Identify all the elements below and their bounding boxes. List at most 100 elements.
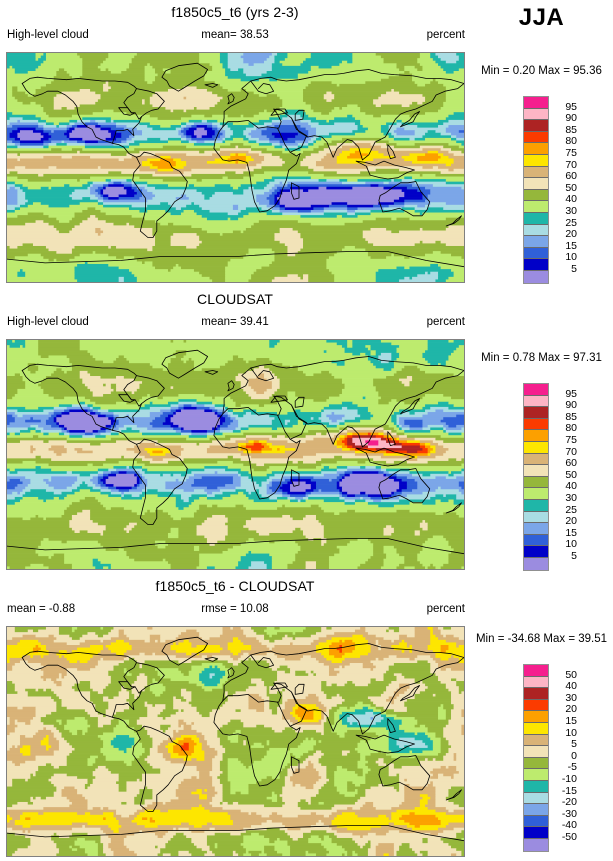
colorbar-swatch	[524, 407, 548, 419]
colorbar-swatch	[524, 384, 548, 396]
colorbar-swatch	[524, 746, 548, 758]
colorbar-tick-label: 50	[565, 181, 577, 194]
colorbar-tick-label: -10	[561, 772, 577, 785]
units-label: percent	[426, 29, 465, 41]
panel-subheader: mean = -0.88 rmse = 10.08 percent	[0, 603, 470, 619]
colorbar-tick-label: 80	[565, 135, 577, 148]
colorbar-swatch	[524, 757, 548, 770]
colorbar-swatch	[524, 780, 548, 793]
colorbar-tick-label: 25	[565, 503, 577, 516]
colorbar-tick-label: 90	[565, 112, 577, 125]
colorbar-tick-label: 15	[565, 714, 577, 727]
colorbar-swatch	[524, 189, 548, 202]
colorbar-tick-label: 5	[571, 738, 577, 751]
colorbar-model: 95 90 85 80 75 70 60 50 40 30 25 20 15 10 5	[523, 96, 613, 284]
colorbar-tick-label: -40	[561, 819, 577, 832]
colorbar-tick-label: 80	[565, 422, 577, 435]
colorbar-tick-label: 70	[565, 158, 577, 171]
colorbar-swatch	[524, 557, 548, 570]
colorbar-tick-label: 40	[565, 680, 577, 693]
colorbar-tick-label: 15	[565, 526, 577, 539]
colorbar-swatch	[524, 688, 548, 700]
colorbar-swatch	[524, 511, 548, 524]
colorbar-tick-label: -20	[561, 796, 577, 809]
map-raster	[7, 627, 464, 856]
colorbar-swatch	[524, 488, 548, 500]
colorbar-swatch	[524, 201, 548, 213]
colorbar-tick-label: 60	[565, 170, 577, 183]
colorbar-swatch	[524, 676, 548, 689]
colorbar-swatch	[524, 711, 548, 723]
panel-diff: f1850c5_t6 - CLOUDSAT mean = -0.88 rmse …	[0, 574, 613, 861]
minmax-label-model: Min = 0.20 Max = 95.36	[481, 65, 602, 77]
colorbar-tick-label: 5	[571, 549, 577, 562]
colorbar-tick-label: 0	[571, 749, 577, 762]
colorbar-swatch	[524, 476, 548, 489]
colorbar-tick-label: 25	[565, 216, 577, 229]
colorbar-swatch	[524, 236, 548, 248]
colorbar-tick-label: 60	[565, 457, 577, 470]
units-label: percent	[426, 603, 465, 615]
colorbar-swatch	[524, 108, 548, 121]
panel-subheader: High-level cloud mean= 39.41 percent	[0, 316, 470, 332]
colorbar-swatch	[524, 224, 548, 237]
colorbar-tick-label: 20	[565, 228, 577, 241]
colorbar-tick-label: 20	[565, 703, 577, 716]
mean-label: mean = -0.88	[7, 603, 76, 615]
map-raster	[7, 340, 464, 569]
colorbar-swatch	[524, 453, 548, 466]
colorbar-swatch	[524, 769, 548, 781]
panel-title: f1850c5_t6 - CLOUDSAT	[155, 578, 315, 594]
colorbar-tick-label: 30	[565, 491, 577, 504]
colorbar-swatch	[524, 418, 548, 431]
colorbar-obs: 95 90 85 80 75 70 60 50 40 30 25 20 15 10 5	[523, 383, 613, 571]
colorbar-tick-label: 30	[565, 204, 577, 217]
variable-label: High-level cloud	[7, 29, 89, 41]
colorbar-swatch	[524, 499, 548, 512]
colorbar-tick-label: 95	[565, 387, 577, 400]
panel-title: f1850c5_t6 (yrs 2-3)	[171, 4, 299, 20]
map-plot-model	[6, 52, 465, 283]
variable-label: High-level cloud	[7, 316, 89, 328]
colorbar-swatch	[524, 815, 548, 828]
colorbar-tick-label: 30	[565, 691, 577, 704]
colorbar-swatch	[524, 722, 548, 735]
colorbar-swatch	[524, 699, 548, 712]
colorbar-swatch	[524, 523, 548, 535]
colorbar-swatch	[524, 827, 548, 839]
colorbar-swatch	[524, 534, 548, 547]
colorbar-swatch	[524, 465, 548, 477]
minmax-label-obs: Min = 0.78 Max = 97.31	[481, 352, 602, 364]
colorbar-swatch	[524, 154, 548, 167]
colorbar-swatches	[523, 96, 549, 284]
panel-subheader: High-level cloud mean= 38.53 percent	[0, 29, 470, 45]
colorbar-tick-label: 85	[565, 123, 577, 136]
colorbar-tick-label: -50	[561, 830, 577, 843]
colorbar-tick-label: 40	[565, 480, 577, 493]
colorbar-tick-label: -5	[567, 761, 577, 774]
mean-label: mean= 39.41	[201, 316, 269, 328]
colorbar-tick-label: 10	[565, 726, 577, 739]
colorbar-swatch	[524, 792, 548, 805]
colorbar-swatch	[524, 97, 548, 109]
minmax-label-diff: Min = -34.68 Max = 39.51	[475, 633, 608, 645]
colorbar-swatch	[524, 270, 548, 283]
colorbar-swatch	[524, 430, 548, 442]
colorbar-tick-label: -15	[561, 784, 577, 797]
colorbar-swatch	[524, 395, 548, 408]
mean-label: mean= 38.53	[201, 29, 269, 41]
colorbar-swatch	[524, 131, 548, 144]
colorbar-swatch	[524, 734, 548, 747]
colorbar-diff: 50 40 30 20 15 10 5 0 -5 -10 -15 -20 -30 -40 -50	[523, 664, 613, 852]
map-raster	[7, 53, 464, 282]
colorbar-swatch	[524, 212, 548, 225]
colorbar-tick-label: 75	[565, 146, 577, 159]
colorbar-swatch	[524, 259, 548, 271]
colorbar-swatch	[524, 178, 548, 190]
colorbar-tick-label: 10	[565, 538, 577, 551]
colorbar-tick-label: 10	[565, 251, 577, 264]
colorbar-tick-label: 95	[565, 100, 577, 113]
colorbar-swatch	[524, 247, 548, 260]
units-label: percent	[426, 316, 465, 328]
colorbar-tick-label: 75	[565, 433, 577, 446]
